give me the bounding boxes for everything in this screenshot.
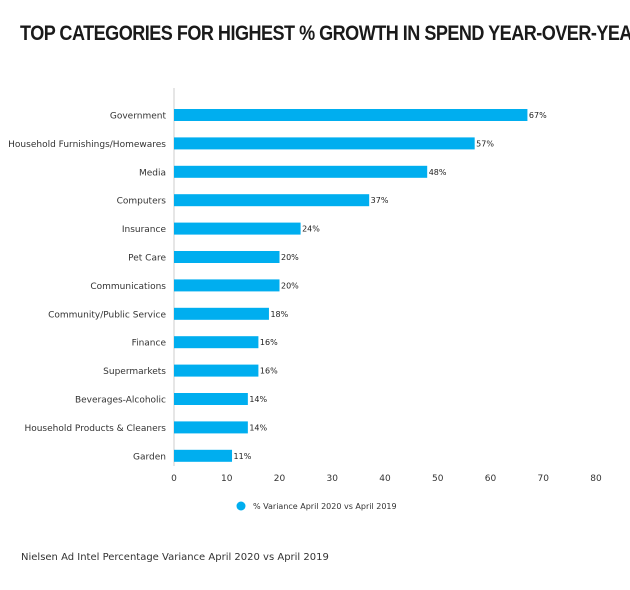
category-label-finance: Finance [132, 339, 167, 349]
category-label-insurance: Insurance [122, 225, 167, 235]
category-label-supermarkets: Supermarkets [103, 367, 166, 377]
data-label-supermarkets: 16% [260, 367, 278, 376]
bar-media [174, 165, 428, 178]
data-label-government: 67% [529, 111, 547, 120]
bar-finance [174, 336, 259, 349]
data-label-finance: 16% [260, 338, 278, 347]
x-tick-label: 40 [379, 474, 391, 484]
bar-supermarkets [174, 364, 259, 377]
category-label-media: Media [139, 168, 166, 178]
bar-garden [174, 449, 233, 462]
data-label-media: 48% [429, 168, 447, 177]
category-label-computers: Computers [117, 197, 167, 207]
bar-insurance [174, 222, 301, 235]
x-tick-label: 60 [485, 474, 497, 484]
bar-government [174, 109, 528, 121]
data-label-community-public-service: 18% [270, 310, 288, 319]
category-label-beverages-alcoholic: Beverages-Alcoholic [75, 396, 166, 406]
category-label-garden: Garden [133, 452, 166, 462]
x-tick-label: 50 [432, 474, 444, 484]
bar-beverages-alcoholic [174, 393, 248, 405]
category-label-government: Government [110, 112, 167, 122]
bar-pet-care [174, 251, 280, 263]
data-label-communications: 20% [281, 281, 299, 290]
x-tick-label: 20 [274, 474, 286, 484]
x-tick-label: 80 [590, 474, 602, 484]
data-label-pet-care: 20% [281, 253, 299, 262]
category-label-community-public-service: Community/Public Service [48, 310, 166, 320]
bar-community-public-service [174, 307, 269, 320]
category-label-household-furnishings-homewares: Household Furnishings/Homewares [8, 140, 166, 150]
bar-communications [174, 279, 280, 292]
category-label-household-products-cleaners: Household Products & Cleaners [24, 424, 166, 434]
x-tick-label: 0 [171, 474, 177, 484]
bar-household-furnishings-homewares [174, 137, 475, 150]
data-label-household-furnishings-homewares: 57% [476, 139, 494, 148]
data-label-insurance: 24% [302, 225, 320, 234]
bar-household-products-cleaners [174, 421, 248, 434]
legend-marker [236, 501, 246, 511]
legend-label: % Variance April 2020 vs April 2019 [253, 502, 397, 511]
data-label-computers: 37% [371, 196, 389, 205]
x-tick-label: 30 [327, 474, 339, 484]
category-label-communications: Communications [90, 282, 166, 292]
data-label-household-products-cleaners: 14% [249, 423, 267, 432]
source-note: Nielsen Ad Intel Percentage Variance Apr… [21, 552, 329, 563]
chart-title: TOP CATEGORIES FOR HIGHEST % GROWTH IN S… [20, 22, 630, 45]
data-label-beverages-alcoholic: 14% [249, 395, 267, 404]
data-label-garden: 11% [234, 452, 252, 461]
category-label-pet-care: Pet Care [128, 254, 166, 264]
x-tick-label: 70 [538, 474, 550, 484]
x-tick-label: 10 [221, 474, 233, 484]
bar-computers [174, 194, 370, 207]
